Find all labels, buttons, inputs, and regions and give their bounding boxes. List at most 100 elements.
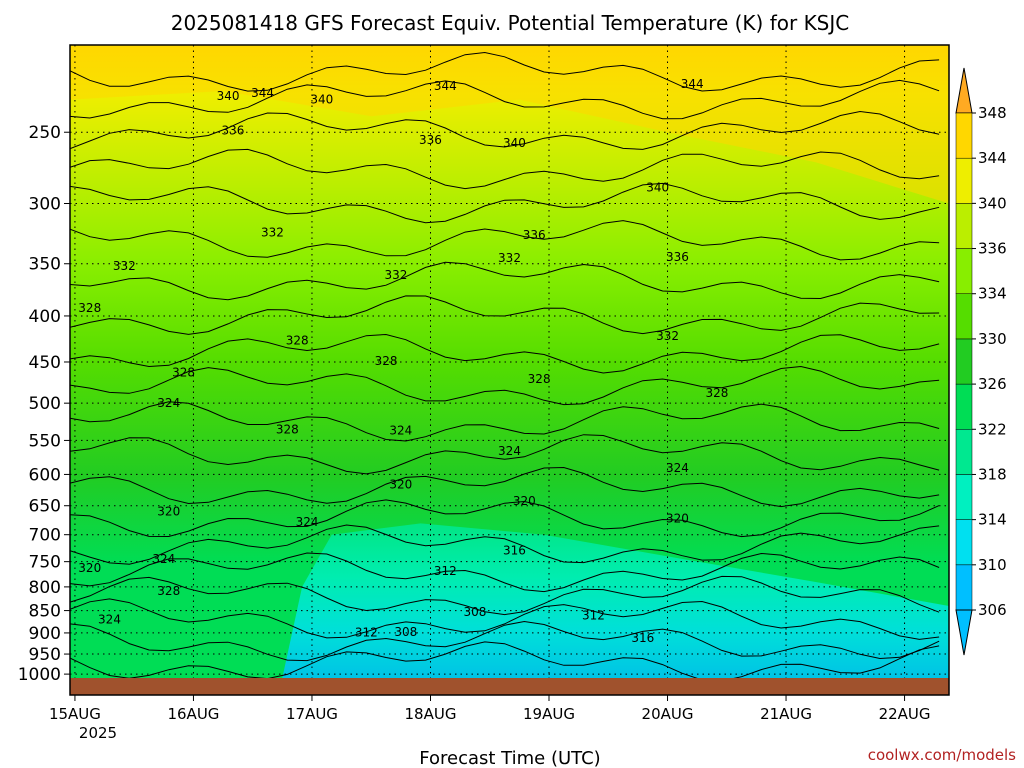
contour-label: 324 (152, 552, 175, 566)
y-tick-label: 950 (29, 645, 61, 665)
chart-title: 2025081418 GFS Forecast Equiv. Potential… (171, 11, 850, 35)
x-tick-label: 22AUG (879, 705, 931, 723)
contour-label: 332 (384, 268, 407, 282)
y-tick-label: 300 (29, 194, 61, 214)
contour-line (70, 333, 940, 374)
contour-line (70, 524, 940, 565)
contour-line (70, 598, 940, 640)
contour-line (70, 365, 940, 406)
contour-label: 332 (261, 225, 284, 239)
contour-line (70, 110, 940, 150)
contour-label: 324 (98, 613, 121, 627)
x-tick-label: 20AUG (642, 705, 694, 723)
colorbar-segment (955, 383, 973, 430)
contour-line (70, 575, 940, 616)
y-tick-label: 650 (29, 497, 61, 517)
colorbar-label: 330 (978, 330, 1007, 348)
contour-line (70, 182, 940, 224)
x-tick-label: 16AUG (167, 705, 219, 723)
colorbar: 306 310 314 318 322 326 330 334 336 340 344 348 (955, 67, 1007, 656)
contour-line (70, 401, 940, 442)
y-tick-label: 800 (29, 578, 61, 598)
y-tick-label: 600 (29, 465, 61, 485)
contour-label: 324 (389, 423, 412, 437)
contour-line (70, 499, 940, 538)
colorbar-segment (955, 157, 973, 204)
y-tick-label: 250 (29, 123, 61, 143)
colorbar-label: 348 (978, 104, 1007, 122)
x-tick-label: 15AUG (49, 705, 101, 723)
colorbar-label: 322 (978, 420, 1007, 438)
x-year-label: 2025 (79, 724, 117, 742)
plot-frame (69, 44, 950, 696)
contour-labels: 320 324 328 332 324 328 320 324 328 340 336 344 332 3… (78, 77, 728, 645)
y-tick-label: 550 (29, 431, 61, 451)
upper-warm-region (70, 45, 949, 204)
contour-label: 312 (434, 564, 457, 578)
colorbar-segment (955, 474, 973, 520)
contour-label: 320 (157, 505, 180, 519)
contour-label: 340 (646, 181, 669, 195)
colorbar-label: 334 (978, 285, 1007, 303)
colorbar-segment (955, 519, 973, 566)
contour-line (70, 148, 940, 190)
contour-label: 316 (631, 631, 654, 645)
colorbar-label: 306 (978, 601, 1007, 619)
field-blobs (70, 45, 949, 678)
contour-label: 320 (78, 561, 101, 575)
contour-label: 344 (681, 77, 704, 91)
colorbar-extend-bottom (955, 609, 973, 656)
contour-label: 340 (503, 136, 526, 150)
colorbar-label: 326 (978, 375, 1007, 393)
colorbar-extend-top (955, 67, 973, 114)
colorbar-label: 336 (978, 240, 1007, 258)
contour-label: 312 (582, 609, 605, 623)
contour-label: 328 (528, 372, 551, 386)
contour-line (70, 466, 940, 508)
y-tick-label: 850 (29, 602, 61, 622)
contour-label: 328 (705, 386, 728, 400)
gridlines (70, 45, 949, 678)
cold-pool-region (282, 523, 949, 678)
y-tick-label: 350 (29, 255, 61, 275)
y-tick-label: 500 (29, 394, 61, 414)
contour-label: 344 (434, 79, 457, 93)
x-axis: 15AUG 16AUG 17AUG 18AUG 19AUG 20AUG 21AUG 22AUG (49, 695, 931, 723)
contour-line (70, 620, 940, 662)
colorbar-label: 318 (978, 465, 1007, 483)
y-tick-label: 400 (29, 307, 61, 327)
contour-label: 320 (666, 512, 689, 526)
contour-label: 332 (113, 259, 136, 273)
y-tick-label: 450 (29, 353, 61, 373)
contour-label: 336 (523, 228, 546, 242)
colorbar-segment (955, 203, 973, 249)
y-tick-label: 900 (29, 624, 61, 644)
x-tick-label: 18AUG (405, 705, 457, 723)
plot-area: 320 324 328 332 324 328 320 324 328 340 336 344 332 3… (70, 45, 949, 678)
credit-text: coolwx.com/models (868, 746, 1016, 764)
x-tick-label: 21AUG (760, 705, 812, 723)
contour-line (70, 552, 940, 593)
x-tick-label: 17AUG (286, 705, 338, 723)
colorbar-label: 310 (978, 556, 1007, 574)
contour-label: 328 (276, 423, 299, 437)
contour-label: 324 (296, 515, 319, 529)
colorbar-segment (955, 293, 973, 340)
contour-label: 308 (463, 605, 486, 619)
contour-label: 320 (513, 494, 536, 508)
contour-line (70, 79, 940, 120)
contour-label: 336 (419, 133, 442, 147)
contour-line (70, 434, 940, 475)
contour-label: 328 (375, 354, 398, 368)
contour-label: 340 (217, 89, 240, 103)
contour-label: 324 (498, 444, 521, 458)
contour-label: 332 (656, 329, 679, 343)
colorbar-segment (955, 564, 973, 611)
contour-label: 336 (222, 124, 245, 138)
x-tick-label: 19AUG (523, 705, 575, 723)
colorbar-label: 340 (978, 194, 1007, 212)
y-tick-label: 700 (29, 526, 61, 546)
contour-label: 340 (310, 93, 333, 107)
y-tick-label: 750 (29, 553, 61, 573)
